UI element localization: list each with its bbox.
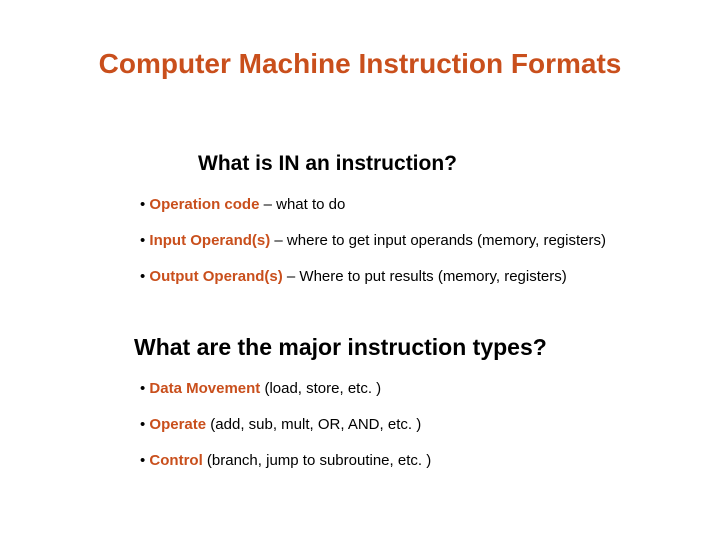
slide: Computer Machine Instruction Formats Wha… [0,0,720,540]
bullet-operate: Operate (add, sub, mult, OR, AND, etc. ) [140,416,421,433]
slide-title: Computer Machine Instruction Formats [0,48,720,80]
term-output-operands: Output Operand(s) [149,268,282,285]
text-input-operands: – where to get input operands (memory, r… [270,232,606,249]
bullet-control: Control (branch, jump to subroutine, etc… [140,452,431,469]
text-operate: (add, sub, mult, OR, AND, etc. ) [206,416,421,433]
text-operation-code: – what to do [259,196,345,213]
bullet-output-operands: Output Operand(s) – Where to put results… [140,268,567,285]
text-output-operands: – Where to put results (memory, register… [283,268,567,285]
subheading-1: What is IN an instruction? [198,152,457,176]
term-data-movement: Data Movement [149,380,260,397]
term-control: Control [149,452,202,469]
bullet-operation-code: Operation code – what to do [140,196,345,213]
subheading-2: What are the major instruction types? [134,334,547,361]
text-data-movement: (load, store, etc. ) [260,380,381,397]
text-control: (branch, jump to subroutine, etc. ) [203,452,431,469]
bullet-data-movement: Data Movement (load, store, etc. ) [140,380,381,397]
term-input-operands: Input Operand(s) [149,232,270,249]
bullet-input-operands: Input Operand(s) – where to get input op… [140,232,606,249]
term-operation-code: Operation code [149,196,259,213]
term-operate: Operate [149,416,206,433]
